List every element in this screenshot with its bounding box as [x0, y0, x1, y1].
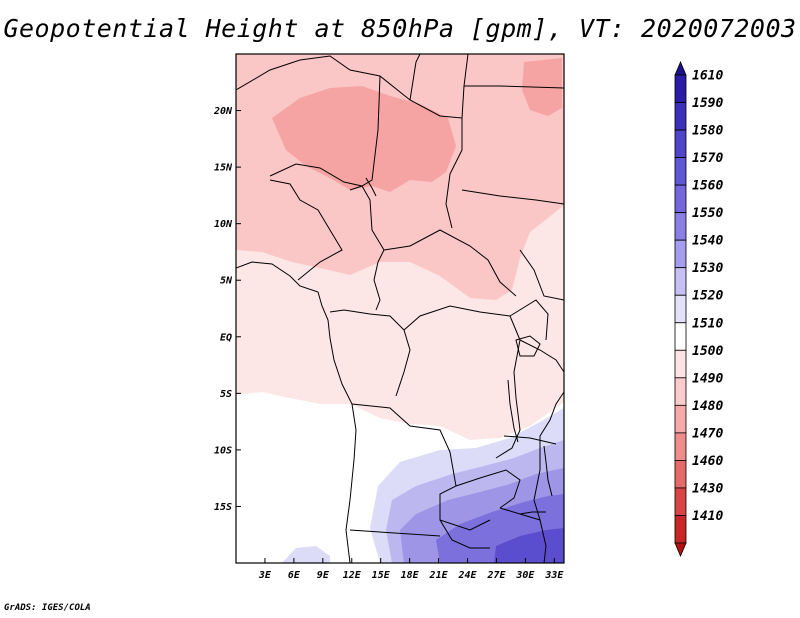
colorbar-swatch	[674, 432, 687, 461]
colorbar-label: 1530	[692, 261, 723, 276]
border-angola	[351, 403, 491, 531]
colorbar-label: 1500	[692, 344, 723, 359]
lon-tick-label: 33E	[544, 570, 564, 581]
colorbar-label: 1510	[692, 316, 723, 331]
field-1570-south	[494, 528, 564, 563]
colorbar-label: 1610	[692, 69, 723, 84]
colorbar-label: 1550	[692, 206, 723, 221]
colorbar-swatch	[674, 322, 687, 351]
colorbar-top-arrow	[674, 60, 687, 76]
colorbar-swatch	[674, 460, 687, 489]
border-westafrica	[269, 179, 343, 281]
border-mali-burkina	[269, 163, 363, 187]
lat-tick-label: 5N	[220, 276, 233, 287]
border-sahara	[236, 55, 564, 119]
colorbar-swatch	[674, 349, 687, 379]
lat-tick-label: 15S	[214, 502, 232, 513]
lake-chad	[365, 177, 377, 197]
colorbar-swatch	[674, 294, 687, 324]
border-egypt	[463, 54, 469, 87]
colorbar-label: 1460	[692, 454, 723, 469]
lon-tick-label: 21E	[429, 570, 449, 581]
border-tanzania-moz	[503, 435, 557, 445]
colorbar-swatch	[674, 267, 687, 296]
colorbar-label: 1430	[692, 481, 723, 496]
colorbar-swatch	[674, 515, 687, 544]
colorbar-swatch	[674, 157, 687, 186]
grads-credit: GrADS: IGES/COLA	[4, 603, 91, 613]
colorbar-swatch	[674, 487, 687, 516]
map-title: Geopotential Height at 850hPa [gpm], VT:…	[3, 14, 797, 43]
border-drc-north	[403, 305, 521, 341]
colorbar-label: 1570	[692, 151, 723, 166]
lat-tick-label: 10S	[214, 445, 232, 456]
colorbar-swatch	[674, 239, 687, 269]
lat-tick-label: 5S	[220, 389, 232, 400]
border-libya-chad	[409, 54, 421, 101]
country-borders	[236, 54, 564, 563]
border-botswana	[439, 519, 490, 549]
colorbar-swatch	[674, 74, 687, 103]
colorbar-label: 1580	[692, 124, 723, 139]
lon-tick-label: 12E	[343, 570, 362, 581]
colorbar-label: 1560	[692, 179, 723, 194]
colorbar-swatch	[674, 184, 687, 214]
lon-tick-label: 6E	[288, 570, 301, 581]
border-namibia	[349, 529, 441, 537]
colorbar-bottom-arrow	[674, 542, 687, 558]
colorbar-label: 1470	[692, 426, 723, 441]
border-uganda	[509, 299, 549, 341]
border-chad-sudan	[445, 118, 463, 229]
colorbar-label: 1540	[692, 234, 723, 249]
lat-tick-label: EQ	[220, 332, 232, 343]
lon-tick-label: 30E	[515, 570, 535, 581]
border-car	[383, 229, 517, 297]
border-zambia	[455, 469, 521, 509]
lon-tick-label: 3E	[258, 570, 272, 581]
colorbar-swatch	[674, 377, 687, 406]
border-chad-niger	[349, 75, 381, 191]
colorbar-label: 1520	[692, 289, 723, 304]
border-kenya-tz	[519, 339, 564, 373]
lake-tanganyika	[507, 379, 519, 443]
coastline-east	[533, 391, 564, 563]
geopotential-shading	[236, 54, 564, 563]
colorbar-label: 1480	[692, 399, 723, 414]
colorbar-swatch	[674, 129, 687, 158]
colorbar: 1610 1590 1580 1570 1560 1550 1540 1530 1520 1510…	[674, 60, 723, 558]
colorbar-label: 1490	[692, 371, 723, 386]
colorbar-swatch	[674, 102, 687, 131]
field-1490-sahel	[272, 86, 456, 192]
lon-tick-label: 18E	[401, 570, 420, 581]
border-ethiopia	[519, 249, 564, 301]
lon-tick-label: 15E	[372, 570, 391, 581]
colorbar-label: 1410	[692, 509, 723, 524]
colorbar-swatch	[674, 404, 687, 434]
colorbar-swatch	[674, 212, 687, 241]
lat-tick-label: 10N	[214, 219, 233, 230]
lat-tick-label: 15N	[214, 163, 233, 174]
lake-kariba	[519, 511, 546, 515]
border-cameroon-gabon	[329, 309, 411, 397]
border-sudan-ss	[461, 189, 564, 205]
axis-ticks: 3E 6E 9E 12E 15E 18E 21E 24E 27E 30E 33E 20N 15N 10N 5…	[213, 106, 564, 581]
lon-tick-label: 27E	[486, 570, 506, 581]
lake-malawi	[543, 445, 553, 497]
lake-victoria	[515, 335, 541, 357]
lon-tick-label: 24E	[457, 570, 477, 581]
colorbar-label: 1590	[692, 96, 723, 111]
lat-tick-label: 20N	[213, 106, 233, 117]
border-nigeria	[361, 185, 385, 311]
coastline-west	[236, 261, 357, 563]
lon-tick-label: 9E	[317, 570, 330, 581]
border-drc-east	[495, 339, 521, 459]
map-frame	[235, 53, 565, 564]
